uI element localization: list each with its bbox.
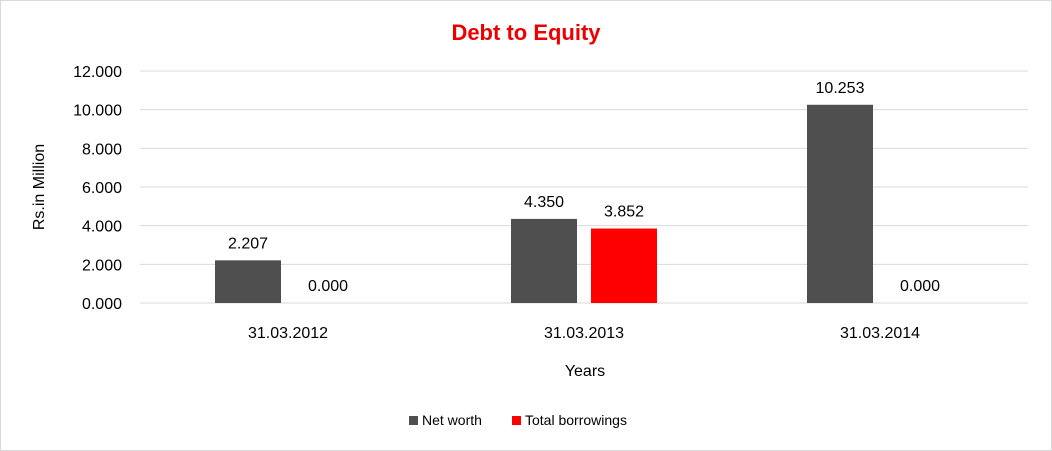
y-tick-label: 8.000 [82, 141, 122, 158]
bar-total-borrowings [591, 228, 657, 303]
x-axis-ticks: 31.03.2012 31.03.2013 31.03.2014 [248, 325, 920, 342]
bar-net-worth [807, 104, 873, 303]
chart-title: Debt to Equity [451, 20, 601, 45]
y-tick-label: 10.000 [73, 103, 122, 120]
y-tick-label: 12.000 [73, 64, 122, 81]
data-label: 10.253 [816, 80, 865, 97]
x-tick-label: 31.03.2012 [248, 325, 328, 342]
data-label: 3.852 [604, 204, 644, 221]
bar-net-worth [215, 260, 281, 303]
data-labels: 2.207 0.000 4.350 3.852 10.253 0.000 [228, 80, 940, 295]
data-label: 0.000 [308, 278, 348, 295]
y-axis-label: Rs.in Million [31, 144, 48, 230]
y-axis-ticks: 0.000 2.000 4.000 6.000 8.000 10.000 12.000 [73, 64, 122, 313]
x-axis-label: Years [565, 363, 605, 380]
data-label: 0.000 [900, 278, 940, 295]
data-label: 4.350 [524, 194, 564, 211]
y-tick-label: 0.000 [82, 296, 122, 313]
y-tick-label: 4.000 [82, 219, 122, 236]
legend: Net worth Total borrowings [409, 412, 627, 428]
legend-label: Total borrowings [525, 412, 627, 428]
y-tick-label: 2.000 [82, 257, 122, 274]
bars [215, 104, 873, 303]
data-label: 2.207 [228, 235, 268, 252]
legend-swatch [512, 416, 521, 425]
legend-item: Total borrowings [512, 412, 627, 428]
y-tick-label: 6.000 [82, 180, 122, 197]
bar-net-worth [511, 218, 577, 303]
x-tick-label: 31.03.2013 [544, 325, 624, 342]
x-tick-label: 31.03.2014 [840, 325, 920, 342]
gridlines [140, 70, 1028, 304]
legend-swatch [409, 416, 418, 425]
legend-label: Net worth [422, 412, 482, 428]
legend-item: Net worth [409, 412, 482, 428]
